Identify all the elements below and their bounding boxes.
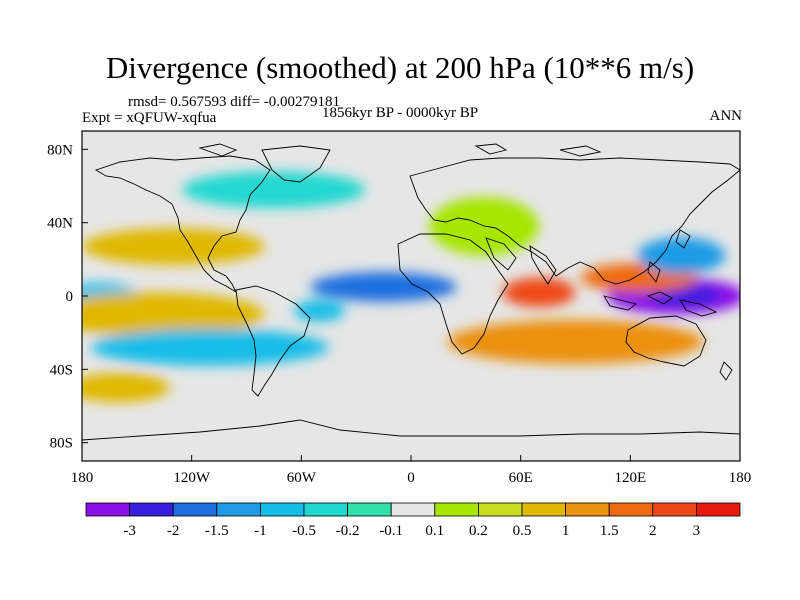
time-period-label: 1856kyr BP - 0000kyr BP [322, 105, 479, 121]
colorbar-swatch [521, 502, 566, 517]
field-feature [91, 329, 329, 366]
field-feature [502, 277, 576, 308]
map-panel [82, 131, 740, 461]
colorbar-label: 0.2 [469, 523, 488, 539]
coastline-arabia-india [485, 237, 557, 285]
colorbar-swatch [259, 502, 305, 517]
field-feature [82, 373, 170, 403]
lat-tick-label: 40S [50, 362, 73, 378]
season-label: ANN [709, 108, 743, 124]
colorbar-swatch [85, 502, 130, 517]
lon-tick-label: 180 [729, 470, 752, 486]
colorbar-label: -0.1 [379, 523, 403, 539]
colorbar-label: 3 [693, 523, 701, 539]
lon-tick-label: 60E [509, 470, 533, 486]
colorbar-label: -1 [254, 523, 267, 539]
field-feature [82, 228, 265, 265]
field-feature [637, 237, 726, 274]
colorbar-swatch [652, 502, 697, 517]
coastline-maritime-continent [603, 229, 718, 317]
colorbar-label: -2 [167, 523, 180, 539]
colorbar-swatch [696, 502, 741, 517]
colorbar-label: -1.5 [205, 523, 229, 539]
field-feature [411, 396, 485, 427]
lon-tick-label: 60W [287, 470, 317, 486]
colorbar-swatch [390, 502, 436, 517]
coastline-south-america [235, 285, 311, 397]
colorbar-label: -0.5 [292, 523, 316, 539]
coastline-new-zealand [719, 361, 733, 381]
lat-tick-label: 80S [50, 436, 73, 452]
colorbar-swatch [608, 502, 654, 517]
coastline-eurasia [409, 157, 740, 285]
colorbar-swatch [172, 502, 218, 517]
colorbar-swatch [477, 502, 523, 517]
map-axes: 180 120W 60W 0 60E 120E 180 80N 40N 0 40S 80S [47, 142, 751, 486]
colorbar-swatch [434, 502, 479, 517]
coastline-greenland [261, 145, 331, 183]
coastline-arctic-islands [198, 143, 602, 157]
colorbar-swatch [216, 502, 261, 517]
coastline-north-america [94, 155, 271, 294]
lat-tick-label: 40N [47, 216, 73, 232]
coastline-australia [625, 315, 707, 367]
lon-tick-label: 120W [173, 470, 211, 486]
field-feature [82, 292, 265, 337]
colorbar: -3 -2 -1.5 -1 -0.5 -0.2 -0.1 0.1 0.2 0.5 1 1.5 2 3 [85, 502, 741, 539]
lon-tick-label: 180 [71, 470, 94, 486]
coastline-antarctica [82, 419, 740, 441]
colorbar-swatch [347, 502, 392, 517]
coastline-africa [397, 233, 509, 355]
lat-tick-label: 80N [47, 142, 73, 158]
divergence-field [82, 171, 740, 427]
colorbar-swatch [129, 502, 174, 517]
field-feature [310, 272, 457, 302]
colorbar-label: 0.5 [513, 523, 532, 539]
colorbar-label: 1.5 [600, 523, 619, 539]
plot-title: Divergence (smoothed) at 200 hPa (10**6 … [105, 50, 695, 85]
colorbar-label: 1 [562, 523, 570, 539]
experiment-label: Expt = xQFUW-xqfua [82, 110, 217, 126]
colorbar-swatch [303, 502, 348, 517]
lon-tick-label: 120E [614, 470, 646, 486]
field-feature [447, 319, 704, 364]
lat-tick-label: 0 [66, 289, 74, 305]
rmsd-diff-stats: rmsd= 0.567593 diff= -0.00279181 [128, 94, 341, 110]
field-feature [182, 171, 366, 209]
colorbar-label: 2 [649, 523, 657, 539]
colorbar-swatch [565, 502, 610, 517]
coastlines [82, 143, 740, 441]
colorbar-label: -3 [123, 523, 136, 539]
lon-tick-label: 0 [407, 470, 415, 486]
colorbar-label: 0.1 [425, 523, 444, 539]
colorbar-label: -0.2 [336, 523, 360, 539]
field-feature [294, 299, 346, 322]
